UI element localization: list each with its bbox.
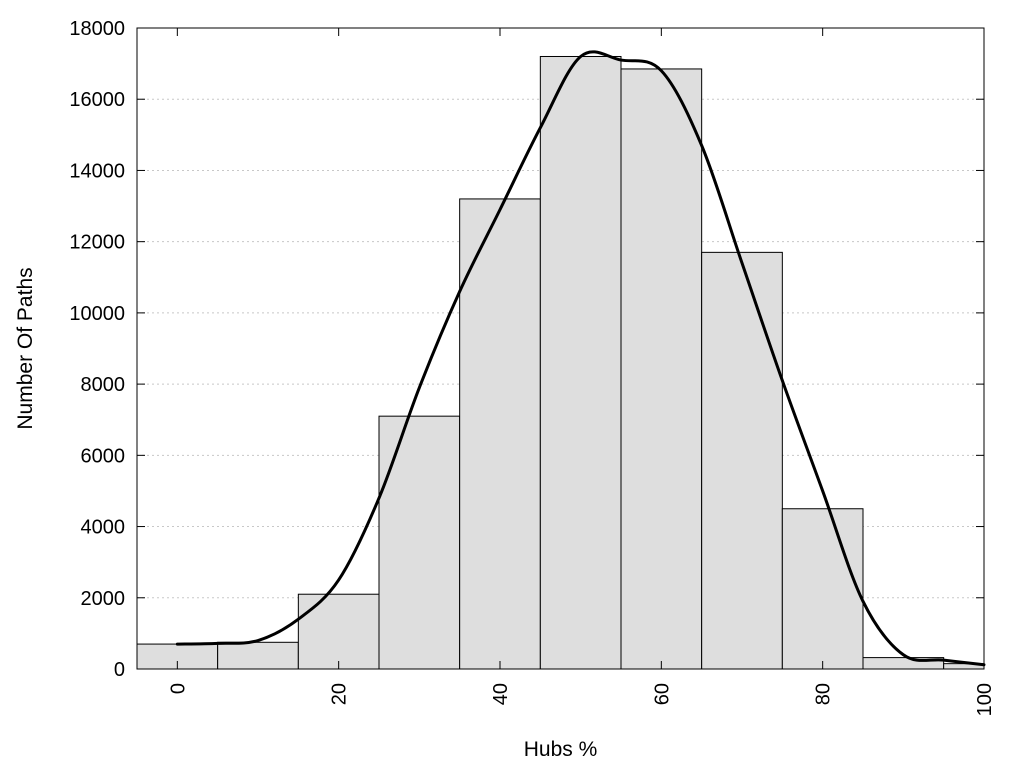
- x-tick-label-1: 20: [329, 683, 351, 705]
- plot-frame: [136, 27, 985, 670]
- x-tick-label-3: 60: [651, 683, 673, 705]
- bar-3: [378, 415, 461, 670]
- y-tick-label-6: 12000: [69, 232, 125, 254]
- bars: [136, 55, 985, 670]
- x-tick-label-4: 80: [813, 683, 835, 705]
- x-tick-labels: 0 20 40 60 80 100: [167, 683, 996, 716]
- y-tick-label-5: 10000: [69, 303, 125, 325]
- bar-7: [701, 251, 783, 670]
- bar-8: [781, 508, 864, 670]
- y-tick-label-4: 8000: [81, 374, 126, 396]
- y-tick-label-9: 18000: [69, 18, 125, 40]
- y-tick-label-1: 2000: [81, 588, 126, 610]
- y-tick-labels: 0 2000 4000 6000 8000 10000 12000 14000 16000 180…: [69, 18, 125, 681]
- x-tick-label-2: 40: [490, 683, 512, 705]
- y-tick-label-8: 16000: [69, 89, 125, 111]
- x-tick-label-5: 100: [974, 683, 996, 716]
- x-tick-label-0: 0: [167, 683, 189, 694]
- y-tick-label-2: 4000: [81, 517, 126, 539]
- y-axis-title: Number Of Paths: [14, 267, 37, 429]
- density-curve: [175, 50, 986, 667]
- bar-5: [539, 55, 622, 670]
- bar-1: [217, 641, 299, 670]
- bar-2: [297, 593, 380, 670]
- y-tick-label-3: 6000: [81, 445, 126, 467]
- bar-6: [620, 68, 703, 670]
- x-axis-title: Hubs %: [524, 738, 598, 761]
- y-tick-label-7: 14000: [69, 160, 125, 182]
- y-tick-label-0: 0: [114, 659, 125, 681]
- bar-4: [459, 198, 541, 670]
